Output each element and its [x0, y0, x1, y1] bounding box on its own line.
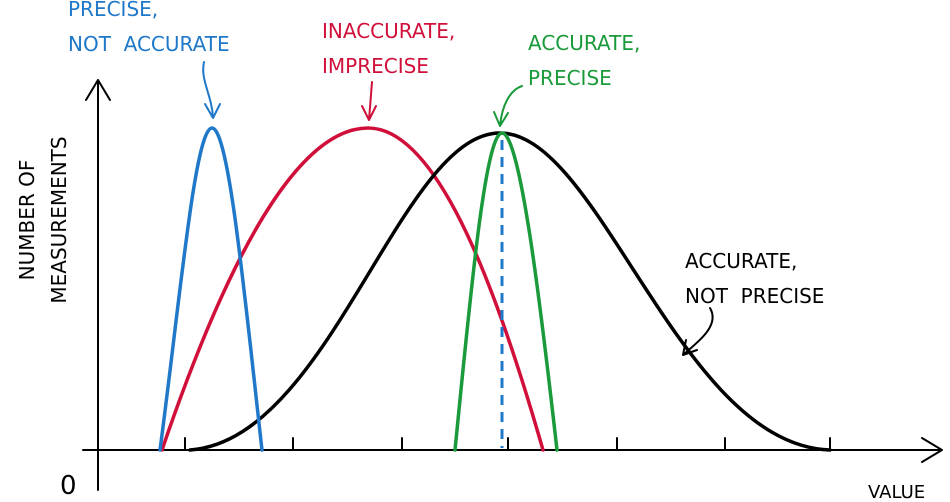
pointer-arrow — [682, 307, 714, 356]
annotations: PRECISE, NOT ACCURATE INACCURATE, IMPRECISE… — [68, 0, 824, 308]
annotation-text: PRECISE — [528, 66, 612, 90]
annotation-text: ACCURATE, — [685, 249, 797, 273]
x-axis — [82, 437, 943, 463]
pointer-arrow — [493, 85, 523, 127]
y-axis-label: MEASUREMENTS — [47, 136, 71, 303]
curve-accurate-precise — [453, 131, 559, 452]
curve-inaccurate-imprecise — [160, 126, 545, 452]
pointer-arrow — [361, 81, 377, 121]
annotation-text: PRECISE, — [68, 0, 158, 21]
annotation-text: INACCURATE, — [322, 19, 455, 43]
annotation-text: IMPRECISE — [322, 54, 429, 78]
x-ticks — [184, 437, 831, 451]
y-axis — [85, 79, 111, 491]
annotation-text: ACCURATE, — [528, 31, 640, 55]
y-axis-label: NUMBER OF — [15, 160, 39, 281]
annotation-text: NOT ACCURATE — [68, 32, 230, 56]
origin-label: 0 — [60, 471, 77, 501]
pointer-arrow — [202, 61, 221, 119]
curve-precise-not-accurate — [158, 126, 264, 452]
annotation-text: NOT PRECISE — [685, 284, 824, 308]
x-axis-label: VALUE — [868, 482, 925, 502]
